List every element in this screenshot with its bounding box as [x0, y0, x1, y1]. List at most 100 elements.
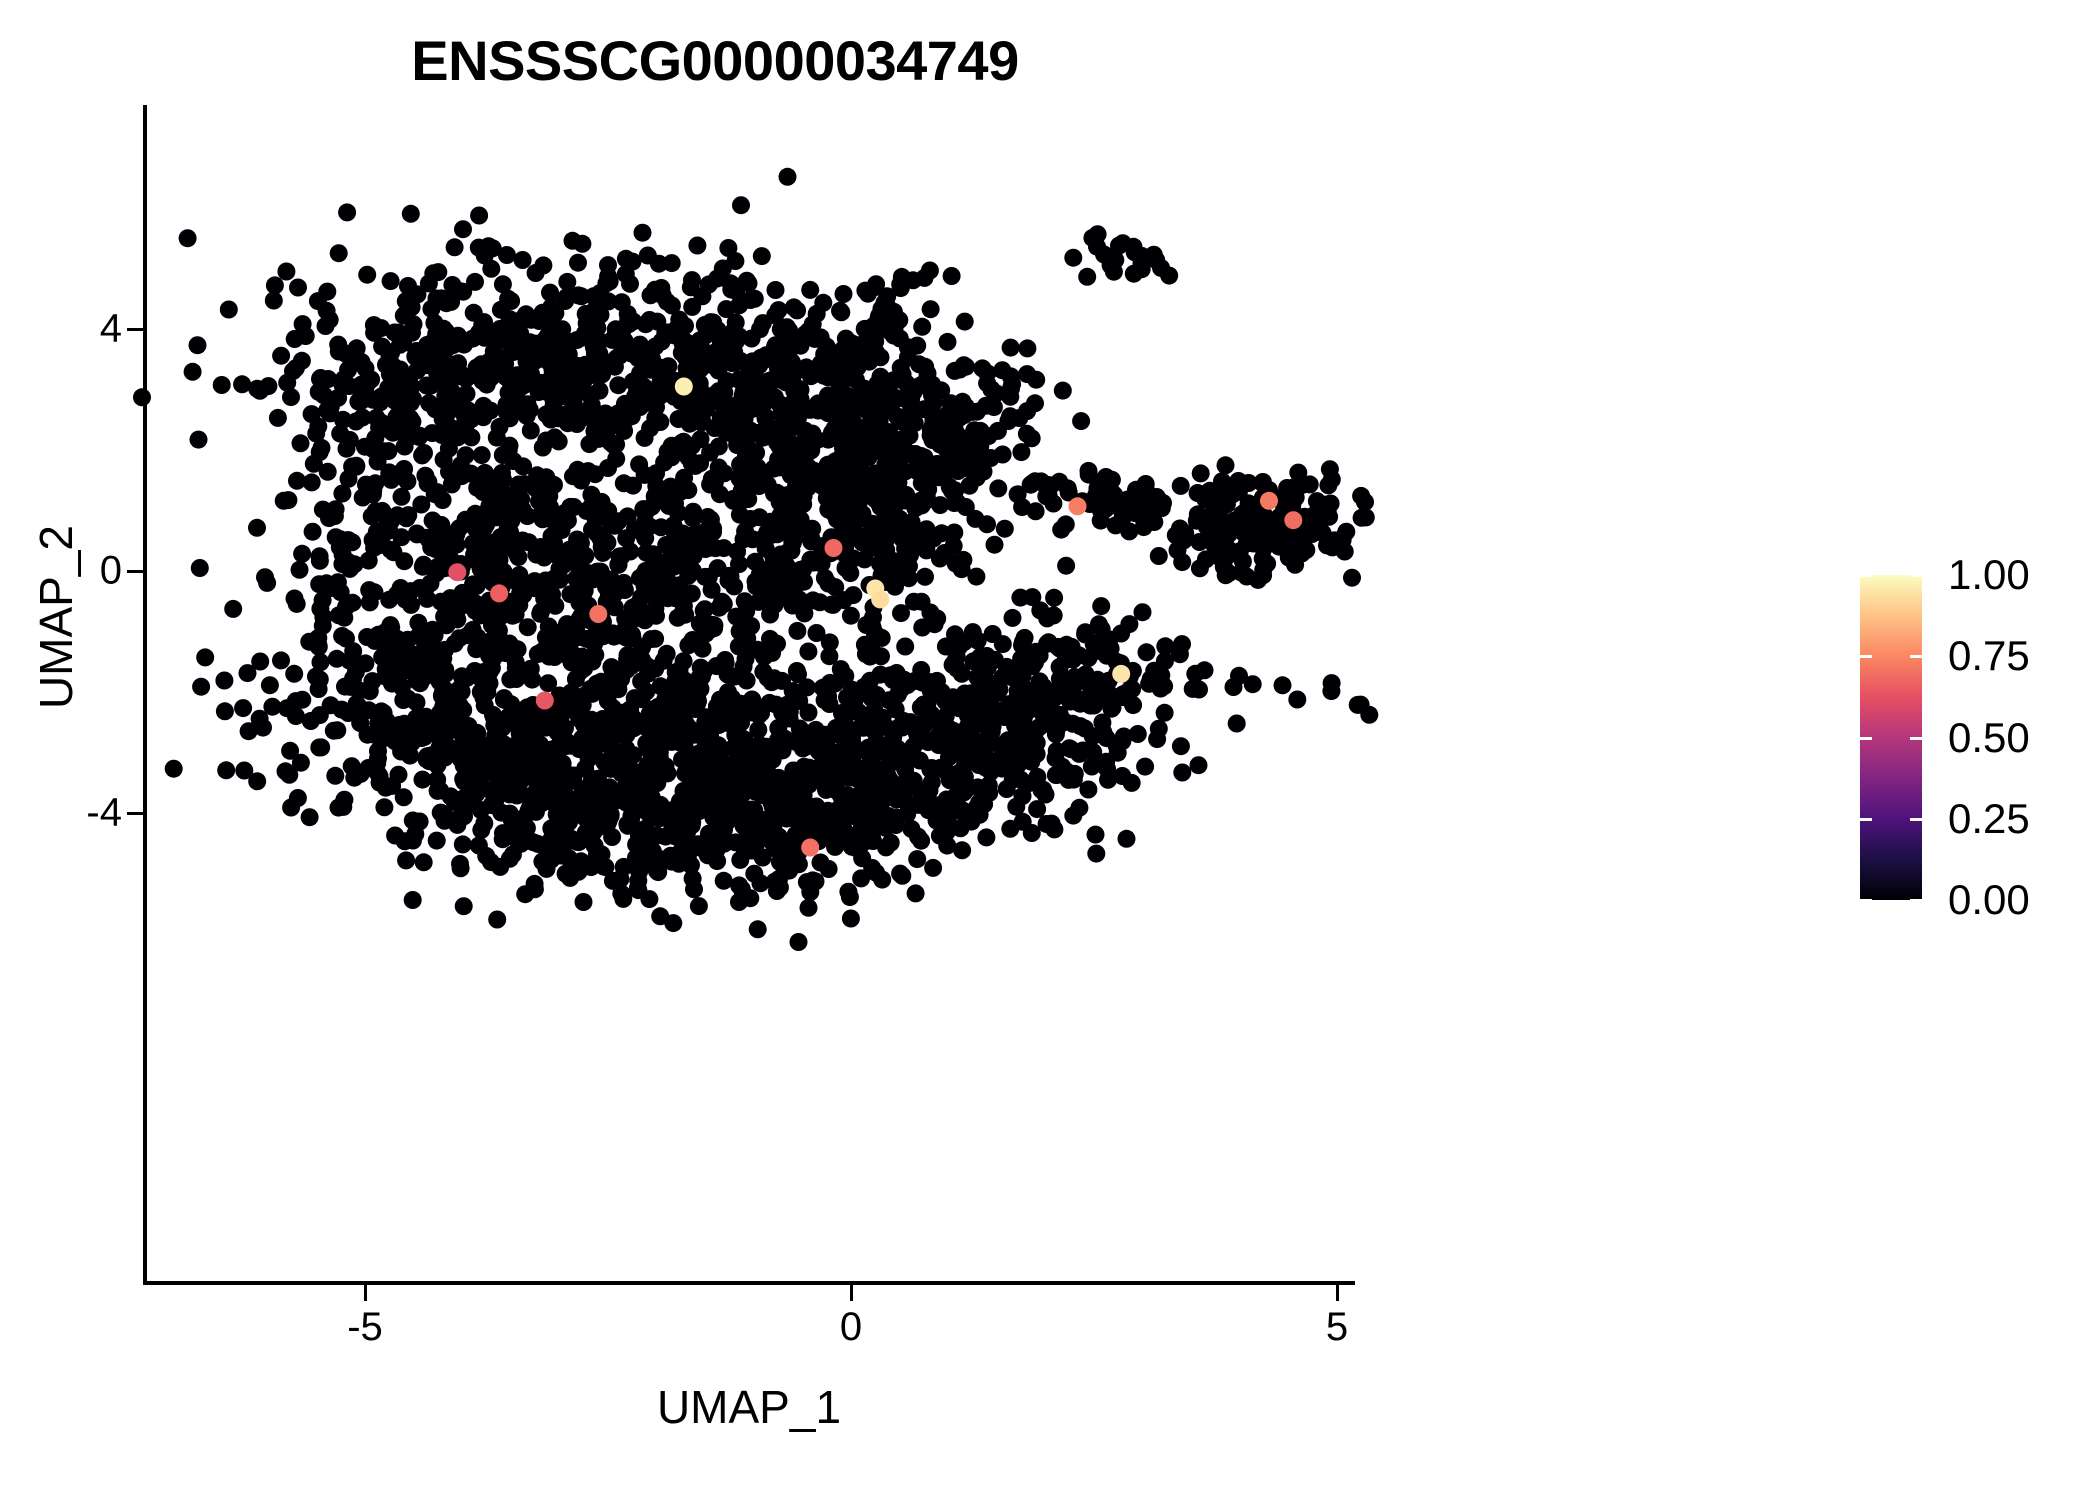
scatter-point — [378, 641, 397, 660]
scatter-point — [282, 798, 301, 817]
scatter-point — [318, 462, 337, 481]
scatter-point — [783, 809, 802, 828]
scatter-point — [937, 822, 956, 841]
scatter-point — [852, 869, 871, 888]
scatter-point — [572, 806, 591, 825]
scatter-point — [612, 757, 631, 776]
scatter-point — [413, 446, 432, 465]
scatter-point — [911, 449, 930, 468]
x-axis-line — [143, 1281, 1355, 1285]
scatter-point — [386, 826, 405, 845]
scatter-point — [425, 626, 444, 645]
scatter-point — [1052, 520, 1071, 539]
scatter-point — [1122, 773, 1141, 792]
scatter-point — [358, 265, 377, 284]
scatter-point — [1136, 757, 1155, 776]
scatter-point — [849, 528, 867, 547]
scatter-point — [989, 479, 1008, 498]
scatter-point — [285, 589, 304, 608]
scatter-point — [773, 703, 792, 722]
scatter-point — [526, 766, 545, 785]
scatter-point — [590, 381, 609, 400]
scatter-point — [908, 850, 927, 869]
legend-tick-label: 1.00 — [1948, 551, 2030, 598]
scatter-point — [588, 318, 607, 337]
scatter-point — [329, 388, 348, 407]
scatter-point — [791, 560, 810, 579]
scatter-point — [421, 574, 440, 593]
scatter-point — [421, 715, 440, 734]
x-tick-label: 0 — [839, 1305, 863, 1349]
scatter-point — [251, 652, 270, 671]
scatter-point — [821, 673, 839, 692]
scatter-point — [749, 720, 768, 739]
scatter-point — [892, 679, 911, 698]
scatter-point — [832, 303, 851, 322]
scatter-point — [1173, 763, 1192, 782]
scatter-point — [285, 330, 304, 348]
scatter-point — [598, 691, 617, 710]
scatter-point — [482, 853, 500, 872]
scatter-point — [548, 723, 567, 741]
scatter-point — [417, 750, 436, 769]
scatter-point — [483, 239, 502, 258]
x-tick-mark — [850, 1285, 853, 1301]
scatter-point — [756, 409, 775, 428]
scatter-point — [459, 626, 477, 645]
scatter-point — [691, 430, 710, 449]
scatter-point — [397, 851, 416, 870]
scatter-point — [831, 471, 850, 490]
scatter-point — [801, 280, 820, 299]
scatter-point — [468, 552, 487, 571]
scatter-point — [481, 598, 500, 617]
scatter-point — [293, 544, 312, 563]
scatter-point — [451, 859, 470, 878]
scatter-point — [581, 680, 600, 698]
color-legend: 1.00 0.75 0.50 0.25 0.00 — [1860, 551, 2060, 923]
scatter-point — [589, 605, 608, 623]
scatter-point — [1047, 766, 1066, 784]
scatter-point — [364, 316, 383, 335]
legend-tick-label: 0.25 — [1948, 794, 2030, 842]
plot-panel — [133, 105, 1379, 1280]
scatter-point — [730, 876, 749, 895]
scatter-point — [627, 848, 645, 867]
scatter-point — [1076, 623, 1095, 642]
scatter-point — [481, 328, 500, 347]
scatter-point — [1356, 508, 1375, 527]
scatter-point — [587, 524, 606, 543]
scatter-point — [657, 644, 676, 663]
scatter-point — [532, 505, 551, 524]
scatter-point — [733, 432, 752, 451]
scatter-point — [735, 592, 754, 611]
scatter-point — [871, 590, 890, 609]
scatter-point — [740, 466, 759, 485]
scatter-point — [196, 648, 215, 667]
scatter-point — [679, 349, 698, 368]
scatter-point — [1113, 234, 1132, 253]
scatter-point — [1078, 267, 1097, 286]
scatter-point — [746, 552, 765, 571]
scatter-point — [762, 673, 781, 692]
scatter-point — [454, 756, 473, 775]
scatter-point — [759, 764, 778, 783]
scatter-point — [239, 722, 258, 741]
scatter-point — [248, 772, 267, 791]
scatter-point — [833, 433, 852, 452]
scatter-point — [215, 702, 234, 721]
scatter-point — [533, 438, 552, 457]
scatter-point — [345, 768, 364, 787]
scatter-point — [591, 507, 610, 526]
scatter-point — [763, 750, 782, 769]
scatter-point — [494, 470, 513, 489]
scatter-point — [618, 815, 637, 834]
scatter-point — [988, 683, 1007, 702]
scatter-point — [333, 484, 352, 503]
scatter-point — [1214, 512, 1233, 531]
scatter-point — [1045, 820, 1064, 839]
scatter-point — [767, 882, 786, 900]
scatter-point — [368, 452, 387, 471]
legend-tick-label: 0.00 — [1948, 876, 2030, 923]
scatter-point — [1101, 483, 1120, 502]
scatter-point — [724, 322, 743, 340]
